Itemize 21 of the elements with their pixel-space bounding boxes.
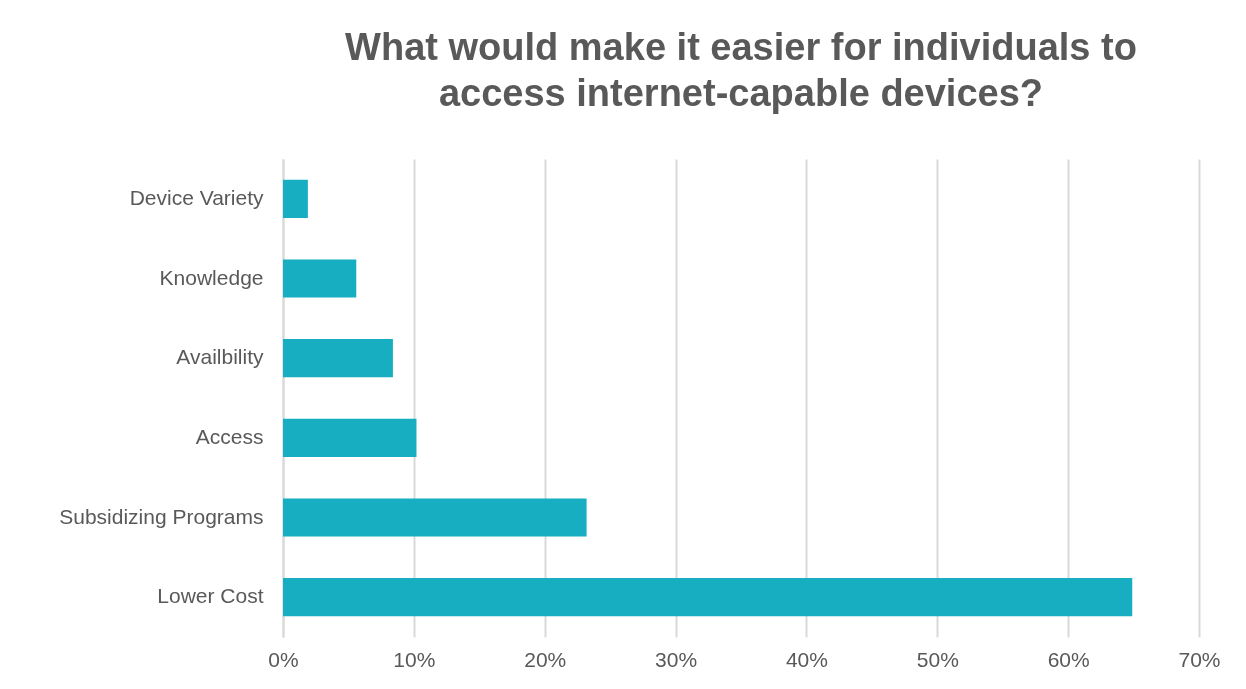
bar <box>283 259 357 298</box>
x-tick-label: 40% <box>785 647 828 671</box>
y-tick-label: Device Variety <box>129 185 264 209</box>
x-tick-label: 30% <box>655 647 698 671</box>
x-tick-label: 0% <box>268 647 299 671</box>
bar <box>283 179 308 218</box>
x-tick-label: 50% <box>916 647 959 671</box>
x-tick-label: 20% <box>524 647 567 671</box>
y-tick-label: Subsidizing Programs <box>59 504 264 528</box>
x-tick-label: 60% <box>1047 647 1090 671</box>
bar <box>283 418 417 457</box>
bar <box>283 339 393 378</box>
y-tick-label: Availbility <box>176 345 264 369</box>
chart-title: What would make it easier for individuals to access internet-capable devices? <box>345 26 1137 114</box>
y-tick-label: Access <box>195 424 264 448</box>
bar <box>283 498 587 537</box>
x-tick-label: 70% <box>1178 647 1221 671</box>
y-tick-label: Lower Cost <box>157 584 264 608</box>
x-tick-label: 10% <box>393 647 436 671</box>
bar <box>283 578 1133 617</box>
y-tick-label: Knowledge <box>159 265 264 289</box>
